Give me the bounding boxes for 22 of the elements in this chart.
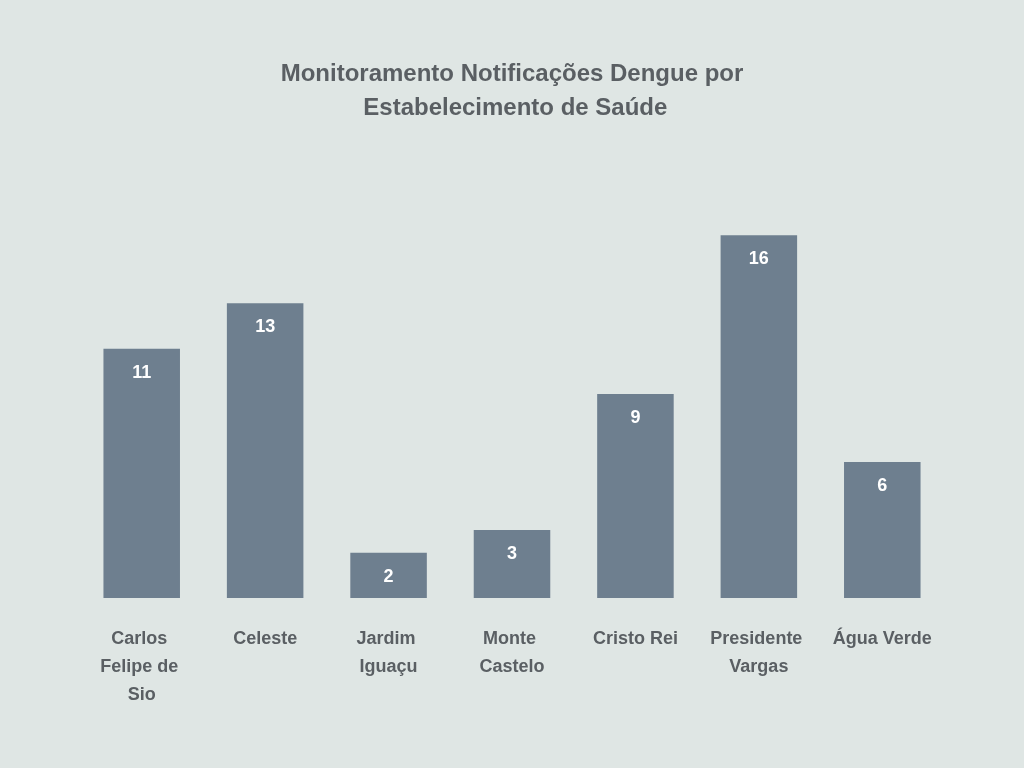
bar — [473, 530, 551, 598]
data-label: 6 — [877, 475, 888, 495]
data-label: 2 — [383, 565, 394, 586]
bar — [350, 552, 427, 598]
x-tick-label: Cristo Rei — [592, 628, 678, 648]
x-tick-label: Monte Castelo — [479, 628, 545, 676]
x-tick-label: Carlos Felipe de Sio — [100, 628, 184, 704]
x-tick-label: Presidente Vargas — [710, 628, 808, 676]
bar — [226, 303, 304, 598]
bar — [720, 235, 798, 598]
chart-title: Monitoramento Notificações Dengue por Estabelecimento de Saúde — [280, 58, 744, 120]
data-label: 13 — [255, 316, 276, 337]
bar — [103, 348, 180, 598]
data-label: 16 — [748, 248, 769, 269]
data-label: 9 — [630, 407, 641, 427]
x-tick-label: Água Verde — [832, 627, 932, 648]
data-label: 11 — [132, 361, 152, 382]
x-tick-label: Jardim Iguaçu — [356, 628, 421, 676]
x-tick-label: Celeste — [233, 628, 298, 648]
bar — [844, 462, 921, 598]
bar — [597, 394, 674, 598]
data-label: 3 — [506, 543, 518, 563]
